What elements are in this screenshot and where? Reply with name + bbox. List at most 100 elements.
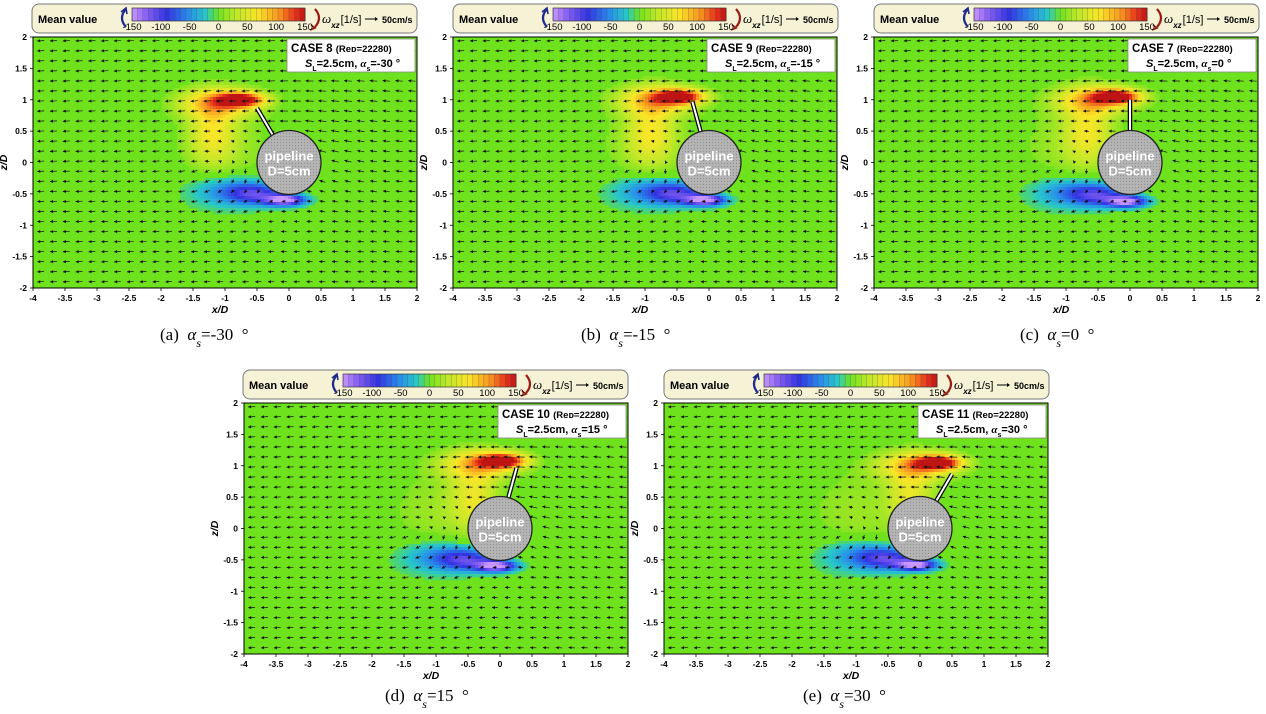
- field-cell: [288, 205, 292, 209]
- field-cell: [183, 136, 187, 140]
- field-cell: [183, 196, 187, 200]
- velocity-vector-head: [585, 159, 589, 163]
- field-cell: [261, 97, 265, 101]
- velocity-vector-head: [228, 69, 232, 73]
- field-cell: [696, 88, 700, 92]
- field-cell: [639, 91, 643, 95]
- field-cell: [621, 184, 625, 188]
- colorbar-cell: [628, 7, 635, 22]
- field-cell: [261, 205, 265, 209]
- field-cell: [240, 103, 244, 107]
- velocity-vector-head: [611, 250, 615, 254]
- field-cell: [636, 181, 640, 185]
- velocity-vector-head: [395, 139, 399, 143]
- field-cell: [252, 88, 256, 92]
- colorbar-cell: [169, 7, 176, 22]
- velocity-vector-head: [521, 59, 525, 63]
- velocity-vector-head: [203, 39, 207, 43]
- velocity-vector-head: [139, 39, 143, 43]
- velocity-vector-head: [126, 270, 131, 274]
- field-cell: [315, 199, 319, 203]
- field-cell: [657, 181, 661, 185]
- field-cell: [651, 85, 655, 89]
- field-cell: [276, 196, 280, 200]
- velocity-vector-head: [598, 260, 602, 264]
- field-cell: [627, 91, 631, 95]
- field-cell: [651, 148, 655, 152]
- field-cell: [651, 82, 655, 86]
- velocity-vector-head: [482, 109, 486, 113]
- field-cell: [600, 196, 604, 200]
- field-cell: [672, 196, 676, 200]
- field-cell: [177, 106, 181, 110]
- field-cell: [615, 94, 619, 98]
- velocity-vector-head: [610, 89, 614, 93]
- velocity-vector-head: [585, 139, 589, 143]
- velocity-vector-head: [495, 159, 499, 163]
- colorbar-cell: [720, 7, 727, 22]
- field-cell: [732, 199, 736, 203]
- velocity-vector-head: [521, 270, 525, 274]
- velocity-vector-head: [318, 79, 322, 83]
- field-cell: [186, 193, 190, 197]
- velocity-vector-head: [319, 199, 323, 203]
- field-cell: [621, 118, 625, 122]
- velocity-vector-head: [178, 250, 182, 254]
- velocity-vector-head: [559, 229, 563, 234]
- velocity-vector-head: [382, 99, 386, 103]
- field-cell: [606, 112, 610, 116]
- field-cell: [645, 187, 649, 191]
- field-cell: [672, 121, 676, 125]
- velocity-vector-head: [408, 159, 412, 163]
- velocity-vector-head: [470, 250, 474, 254]
- field-cell: [675, 130, 679, 134]
- velocity-vector-head: [114, 189, 118, 193]
- velocity-vector-head: [88, 69, 92, 73]
- field-cell: [222, 94, 226, 98]
- field-cell: [219, 136, 223, 140]
- field-cell: [642, 88, 646, 92]
- field-cell: [225, 100, 229, 104]
- field-cell: [258, 100, 262, 104]
- velocity-vector-head: [49, 79, 53, 83]
- reference-arrow-label: 50cm/s: [803, 15, 834, 25]
- field-cell: [180, 103, 184, 107]
- velocity-vector-head: [533, 59, 537, 63]
- field-cell: [246, 100, 250, 104]
- field-cell: [264, 94, 268, 98]
- field-cell: [699, 202, 703, 206]
- velocity-vector-head: [623, 270, 627, 274]
- velocity-vector-head: [307, 189, 311, 194]
- velocity-vector-head: [114, 179, 118, 183]
- field-cell: [177, 127, 181, 131]
- field-cell: [690, 106, 694, 110]
- field-cell: [240, 211, 244, 215]
- field-cell: [606, 199, 610, 203]
- field-cell: [711, 196, 715, 200]
- field-cell: [222, 145, 226, 149]
- velocity-vector-head: [62, 49, 66, 53]
- velocity-vector-head: [610, 49, 614, 53]
- field-cell: [216, 88, 220, 92]
- velocity-vector-head: [101, 109, 105, 113]
- field-cell: [225, 136, 229, 140]
- field-cell: [603, 94, 607, 98]
- field-cell: [246, 139, 250, 143]
- field-cell: [261, 184, 265, 188]
- field-cell: [219, 85, 223, 89]
- field-cell: [246, 148, 250, 152]
- field-cell: [255, 91, 259, 95]
- velocity-vector-head: [177, 129, 182, 133]
- field-cell: [234, 199, 238, 203]
- velocity-vector-head: [610, 39, 614, 43]
- field-cell: [627, 181, 631, 185]
- field-cell: [192, 112, 196, 116]
- field-cell: [627, 136, 631, 140]
- field-cell: [675, 82, 679, 86]
- field-cell: [258, 130, 262, 134]
- velocity-vector-head: [37, 139, 41, 143]
- field-cell: [627, 196, 631, 200]
- field-cell: [237, 100, 241, 104]
- field-cell: [720, 199, 724, 203]
- velocity-vector-head: [611, 149, 615, 153]
